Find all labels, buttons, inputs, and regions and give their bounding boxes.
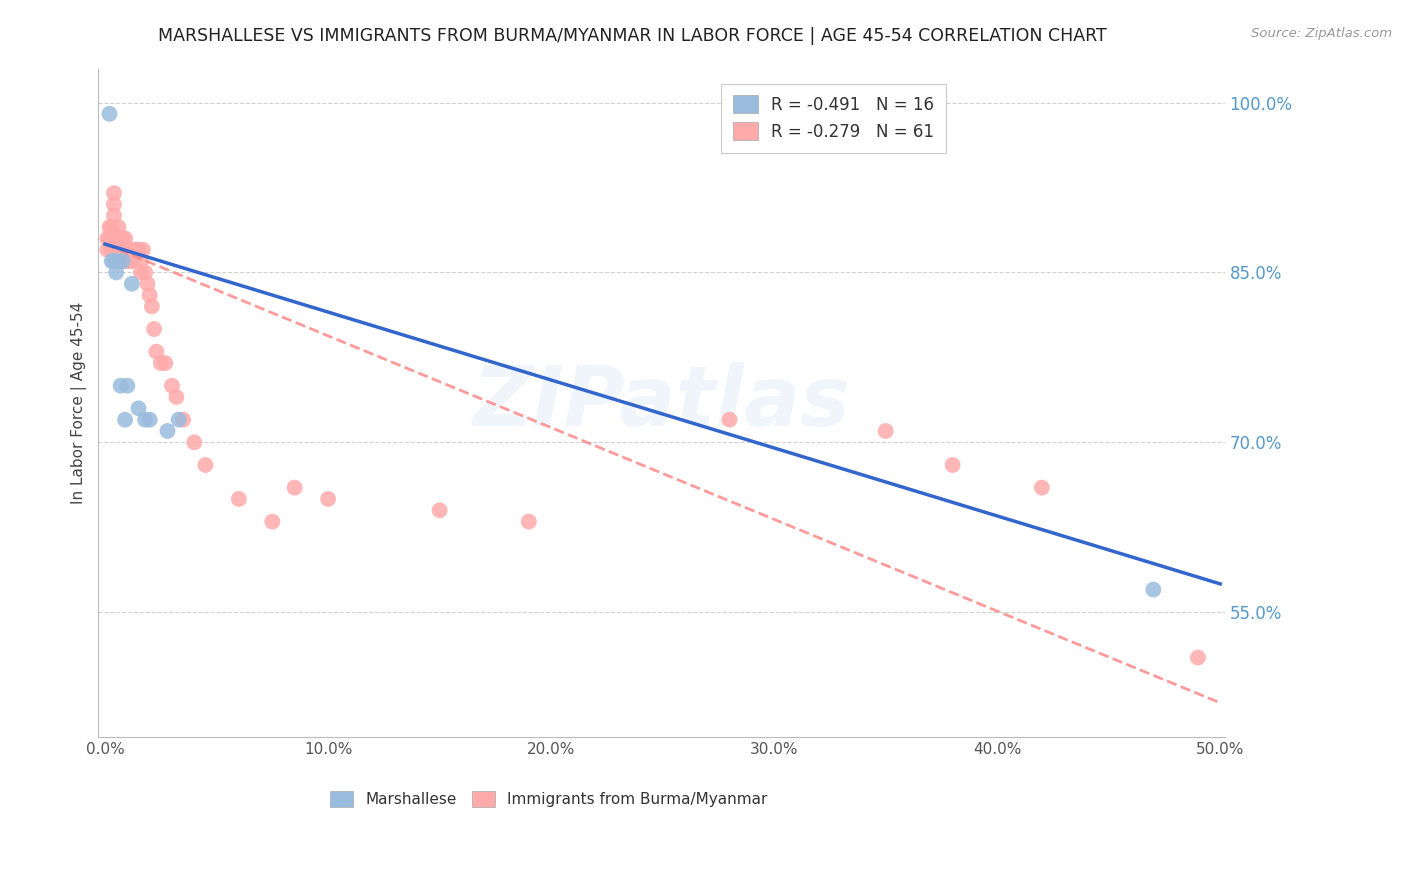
Point bbox=[138, 288, 160, 302]
Point bbox=[128, 401, 150, 416]
Point bbox=[111, 254, 134, 268]
Point bbox=[114, 412, 136, 426]
Point bbox=[100, 254, 122, 268]
Point bbox=[103, 254, 125, 268]
Point bbox=[143, 322, 166, 336]
Point bbox=[718, 412, 741, 426]
Point bbox=[100, 220, 122, 235]
Point bbox=[262, 515, 284, 529]
Text: Source: ZipAtlas.com: Source: ZipAtlas.com bbox=[1251, 27, 1392, 40]
Point bbox=[156, 424, 179, 438]
Point bbox=[122, 243, 145, 257]
Point bbox=[160, 378, 183, 392]
Point bbox=[105, 243, 128, 257]
Point bbox=[110, 231, 132, 245]
Point bbox=[103, 197, 125, 211]
Point bbox=[117, 378, 139, 392]
Point bbox=[121, 243, 143, 257]
Point bbox=[134, 265, 156, 279]
Point bbox=[141, 299, 163, 313]
Point bbox=[98, 220, 121, 235]
Point bbox=[517, 515, 540, 529]
Point bbox=[134, 412, 156, 426]
Point bbox=[100, 243, 122, 257]
Point bbox=[1187, 650, 1209, 665]
Point bbox=[110, 378, 132, 392]
Point bbox=[103, 186, 125, 201]
Point bbox=[98, 231, 121, 245]
Point bbox=[105, 231, 128, 245]
Point bbox=[129, 254, 152, 268]
Point bbox=[118, 243, 141, 257]
Point bbox=[429, 503, 451, 517]
Point bbox=[128, 243, 150, 257]
Point bbox=[167, 412, 190, 426]
Legend: Marshallese, Immigrants from Burma/Myanmar: Marshallese, Immigrants from Burma/Myanm… bbox=[325, 785, 773, 814]
Point bbox=[138, 412, 160, 426]
Text: MARSHALLESE VS IMMIGRANTS FROM BURMA/MYANMAR IN LABOR FORCE | AGE 45-54 CORRELAT: MARSHALLESE VS IMMIGRANTS FROM BURMA/MYA… bbox=[159, 27, 1107, 45]
Point bbox=[121, 254, 143, 268]
Point bbox=[136, 277, 159, 291]
Y-axis label: In Labor Force | Age 45-54: In Labor Force | Age 45-54 bbox=[72, 301, 87, 504]
Point bbox=[107, 220, 129, 235]
Point bbox=[129, 265, 152, 279]
Point bbox=[105, 231, 128, 245]
Point bbox=[103, 243, 125, 257]
Point bbox=[111, 243, 134, 257]
Point bbox=[284, 481, 307, 495]
Point bbox=[100, 231, 122, 245]
Point bbox=[132, 243, 155, 257]
Point bbox=[172, 412, 194, 426]
Point bbox=[111, 254, 134, 268]
Point bbox=[111, 231, 134, 245]
Point bbox=[1142, 582, 1164, 597]
Point bbox=[110, 231, 132, 245]
Point bbox=[107, 254, 129, 268]
Point bbox=[316, 491, 339, 506]
Point bbox=[103, 209, 125, 223]
Point bbox=[118, 254, 141, 268]
Point bbox=[96, 243, 118, 257]
Point bbox=[105, 265, 128, 279]
Point bbox=[117, 243, 139, 257]
Point bbox=[128, 243, 150, 257]
Point bbox=[107, 243, 129, 257]
Point bbox=[165, 390, 187, 404]
Point bbox=[117, 254, 139, 268]
Point bbox=[875, 424, 897, 438]
Point bbox=[194, 458, 217, 472]
Text: ZIPatlas: ZIPatlas bbox=[472, 362, 851, 443]
Point bbox=[1031, 481, 1053, 495]
Point bbox=[117, 243, 139, 257]
Point bbox=[228, 491, 250, 506]
Point bbox=[942, 458, 965, 472]
Point bbox=[145, 344, 167, 359]
Point bbox=[96, 231, 118, 245]
Point bbox=[98, 107, 121, 121]
Point bbox=[121, 277, 143, 291]
Point bbox=[107, 231, 129, 245]
Point bbox=[125, 243, 148, 257]
Point bbox=[155, 356, 177, 370]
Point bbox=[114, 231, 136, 245]
Point bbox=[183, 435, 205, 450]
Point bbox=[149, 356, 172, 370]
